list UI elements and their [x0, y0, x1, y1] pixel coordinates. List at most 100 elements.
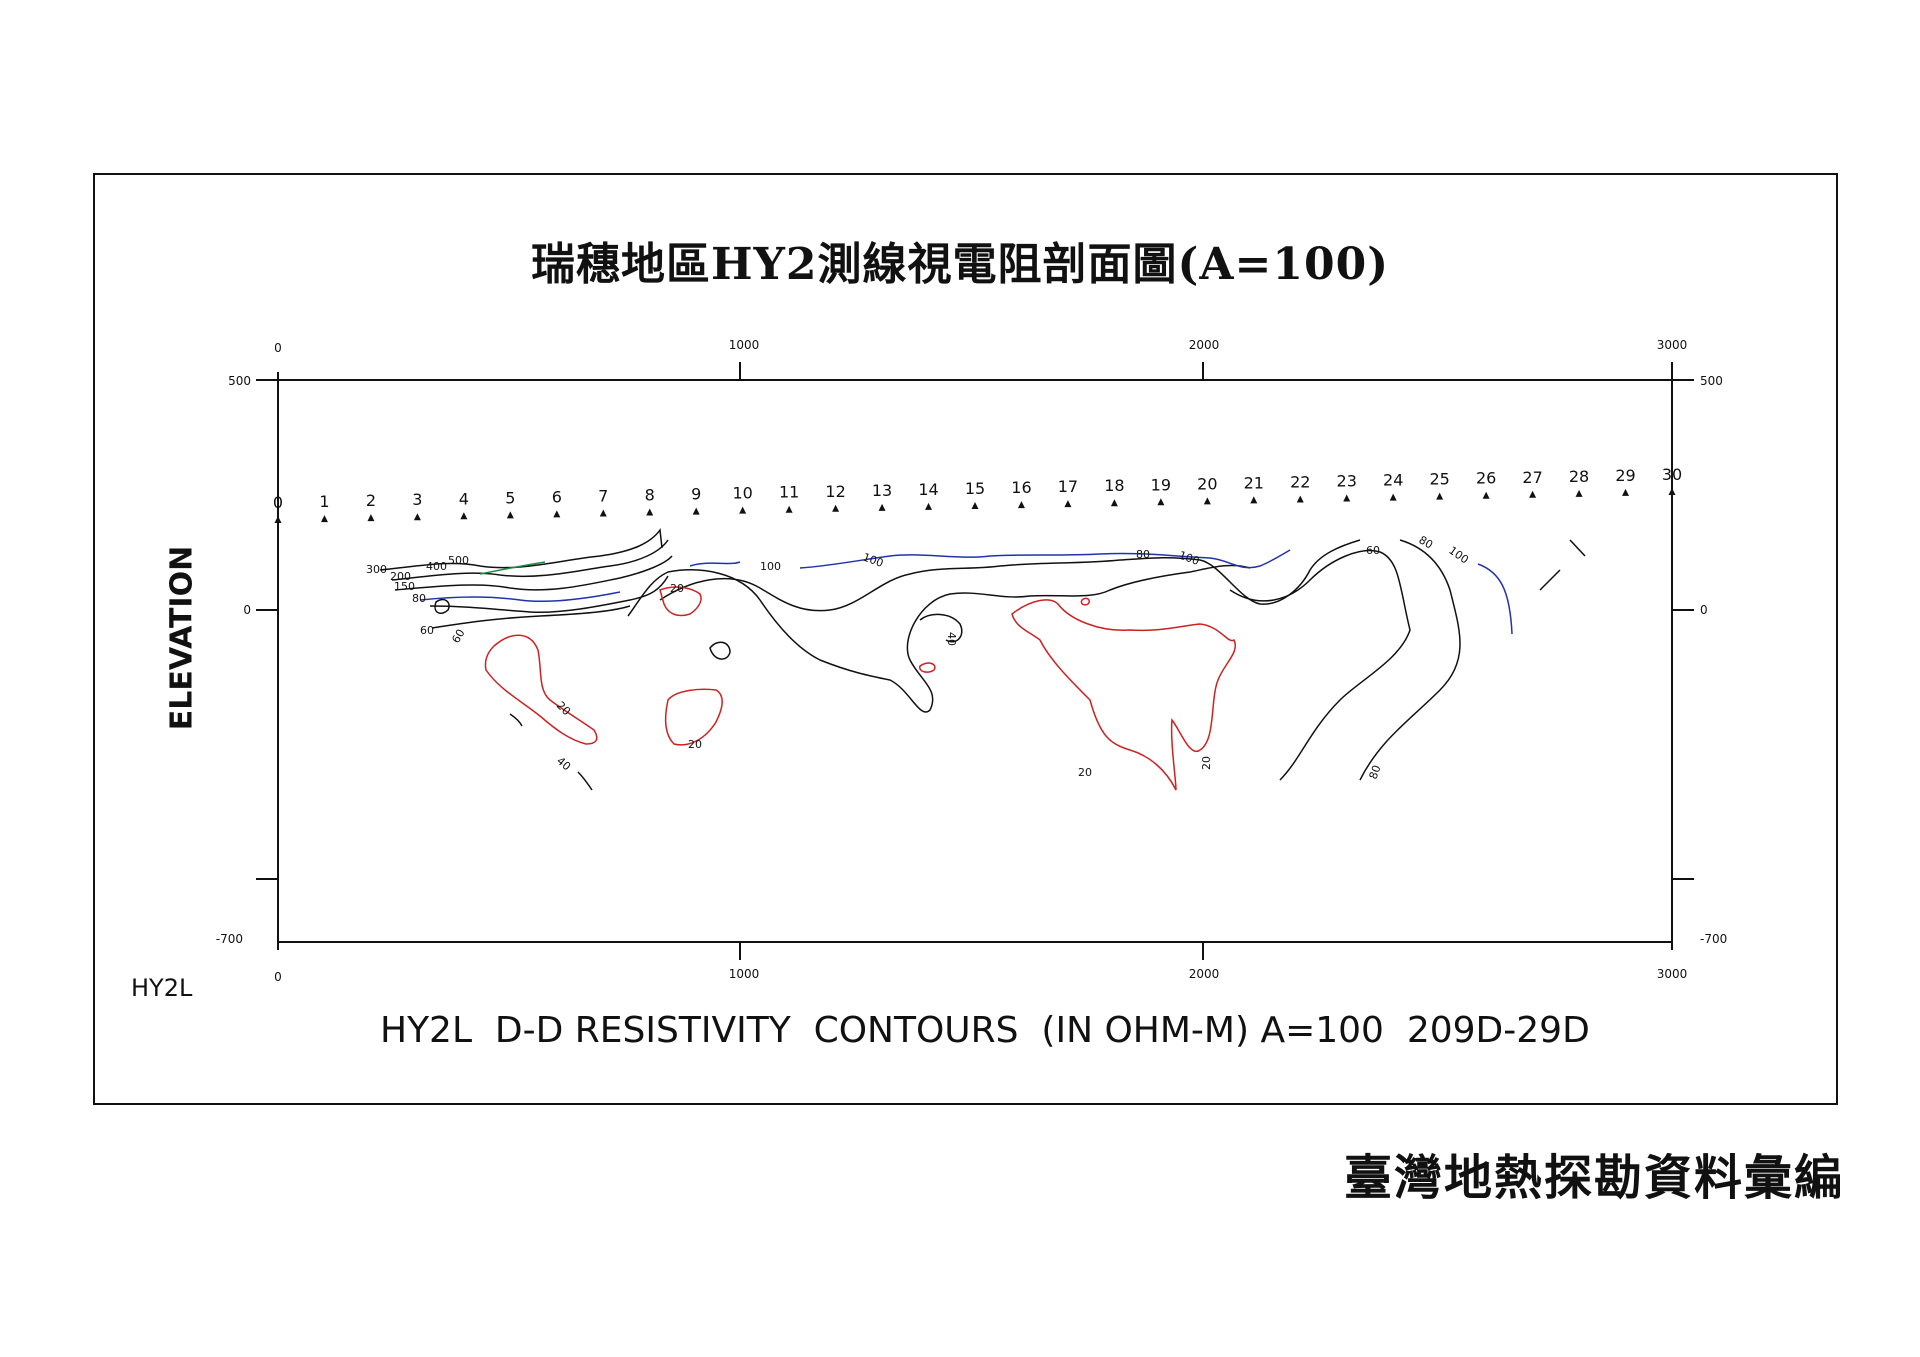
contour-loop-20-dot — [1080, 597, 1091, 606]
contour-far-right-a — [1539, 569, 1561, 591]
contour-loop-20-small — [919, 662, 936, 673]
station-marker — [1622, 488, 1630, 496]
station-marker — [1529, 490, 1537, 498]
x-tick-label: 0 — [274, 970, 282, 984]
station-label: 30 — [1662, 465, 1682, 484]
contour-label: 40 — [554, 754, 573, 773]
figure-caption: HY2L D-D RESISTIVITY CONTOURS (IN OHM-M)… — [380, 1010, 1590, 1051]
contour-80-main — [659, 539, 1361, 612]
station-marker — [646, 508, 654, 516]
contour-100-blue-left — [689, 561, 741, 567]
station-label: 24 — [1383, 471, 1403, 490]
x-tick-label: 0 — [274, 341, 282, 355]
contour-labels: 300 200 150 80 60 400 500 60 20 100 100 … — [366, 533, 1471, 781]
x-tick-label: 3000 — [1657, 338, 1688, 352]
x-tick-label: 2000 — [1189, 967, 1220, 981]
x-tick-label: 3000 — [1657, 967, 1688, 981]
station-label: 10 — [732, 484, 752, 503]
station-marker — [1436, 492, 1444, 500]
axes — [256, 362, 1694, 960]
contour-label: 20 — [688, 738, 702, 751]
station-label: 21 — [1244, 473, 1264, 492]
station-label: 18 — [1104, 476, 1124, 495]
station-label: 20 — [1197, 474, 1217, 493]
contour-100-left — [419, 591, 621, 603]
station-marker — [1157, 498, 1165, 506]
figure-frame — [93, 173, 1838, 1105]
y-tick-label: 500 — [228, 374, 251, 388]
contour-100-main — [627, 564, 1251, 713]
station-marker — [506, 511, 514, 519]
contour-label: 40 — [945, 632, 958, 646]
contour-label: 200 — [390, 570, 411, 583]
contour-40-lower-left — [509, 713, 523, 727]
contour-500 — [479, 561, 546, 575]
station-label: 17 — [1058, 477, 1078, 496]
contour-label: 80 — [1367, 763, 1384, 781]
station-label: 25 — [1429, 470, 1449, 489]
contour-80-left — [429, 575, 669, 614]
station-marker — [1110, 499, 1118, 507]
station-label: 23 — [1337, 472, 1357, 491]
contour-label: 500 — [448, 554, 469, 567]
station-marker — [1668, 488, 1676, 495]
station-label: 16 — [1011, 478, 1031, 497]
contours — [379, 527, 1586, 791]
station-marker — [320, 515, 328, 523]
contour-20-d — [1011, 599, 1237, 791]
contour-label: 80 — [1417, 533, 1436, 551]
station-marker — [1575, 489, 1583, 497]
contour-loop-small — [434, 598, 450, 615]
station-label: 8 — [645, 486, 655, 505]
station-marker — [1343, 494, 1351, 502]
station-marker — [1389, 493, 1397, 501]
station-marker — [692, 507, 700, 515]
x-tick-label: 1000 — [729, 338, 760, 352]
contour-label: 20 — [1078, 766, 1092, 779]
contour-label: 20 — [554, 699, 573, 718]
contour-label: 400 — [426, 560, 447, 573]
station-marker — [1250, 496, 1258, 504]
station-marker — [1064, 500, 1072, 508]
station-marker — [1203, 497, 1211, 505]
contour-label: 60 — [1366, 544, 1380, 557]
contour-20-a — [484, 634, 598, 745]
contour-label: 60 — [449, 627, 467, 646]
contour-label: 100 — [861, 551, 885, 570]
station-label: 5 — [505, 488, 515, 507]
figure-title: 瑞穗地區HY2測線視電阻剖面圖(A=100) — [530, 239, 1390, 290]
station-label: 3 — [412, 490, 422, 509]
station-marker — [832, 504, 840, 512]
station-marker — [274, 516, 282, 523]
station-marker — [553, 510, 561, 518]
station-label: 28 — [1569, 467, 1589, 486]
y-tick-label: 500 — [1700, 374, 1723, 388]
station-markers: 0 1 2 3 4 5 6 7 8 9 10 11 12 13 14 15 16 17 18 19 20 21 22 23 24… — [273, 465, 1682, 523]
x-tick-label: 1000 — [729, 967, 760, 981]
station-marker — [1482, 491, 1490, 499]
x-tick-label: 2000 — [1189, 338, 1220, 352]
station-label: 1 — [319, 492, 329, 511]
station-label: 13 — [872, 481, 892, 500]
station-marker — [925, 502, 933, 510]
station-label: 22 — [1290, 472, 1310, 491]
contour-label: 100 — [1177, 549, 1201, 568]
y-tick-label: 0 — [243, 603, 251, 617]
y-tick-label: -700 — [1700, 932, 1727, 946]
station-label: 9 — [691, 485, 701, 504]
station-label: 7 — [598, 486, 608, 505]
station-marker — [599, 509, 607, 517]
station-label: 14 — [918, 480, 938, 499]
station-label: 27 — [1522, 468, 1542, 487]
contour-100-blue — [799, 549, 1291, 569]
station-label: 11 — [779, 483, 799, 502]
station-label: 4 — [459, 489, 469, 508]
station-marker — [367, 514, 375, 522]
contour-80-right — [1359, 539, 1461, 781]
station-marker — [460, 512, 468, 520]
station-label: 6 — [552, 487, 562, 506]
station-marker — [785, 505, 793, 513]
station-label: 12 — [825, 482, 845, 501]
contour-300 — [379, 527, 663, 571]
